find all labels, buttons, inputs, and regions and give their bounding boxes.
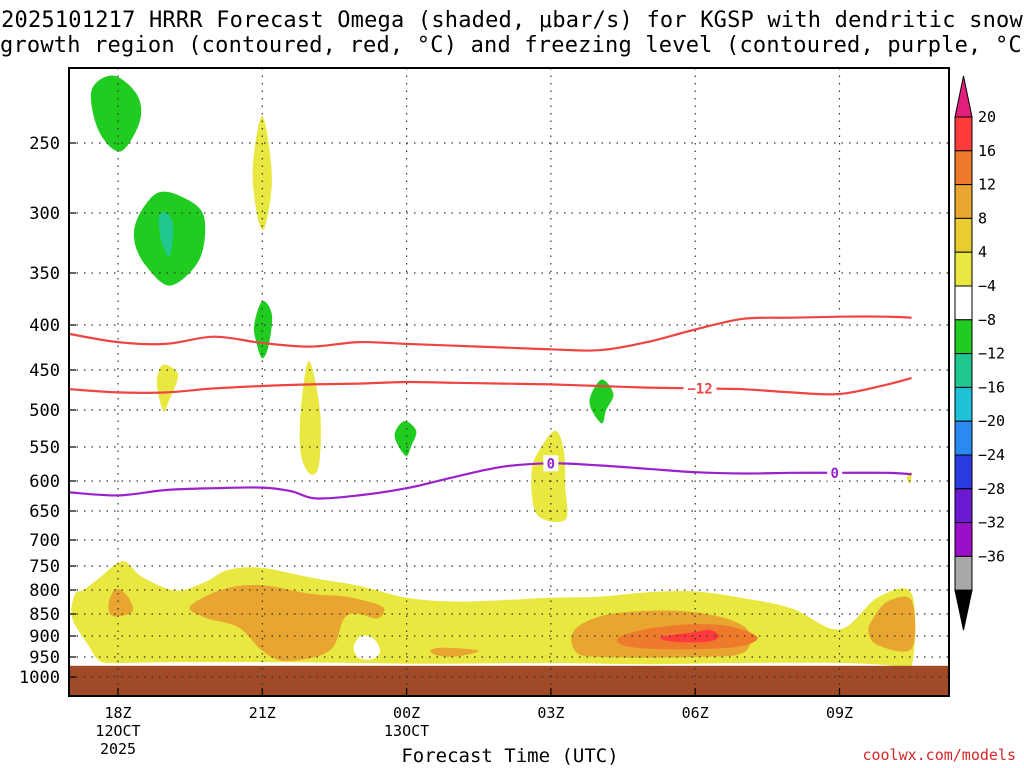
x-tick-year-18Z: 2025 xyxy=(100,740,136,758)
colorbar-swatch-7 xyxy=(954,353,973,388)
omega-region-green-470 xyxy=(589,379,614,424)
colorbar-label-10: −24 xyxy=(978,446,1005,464)
y-tick-label-650: 650 xyxy=(29,502,60,522)
omega-region-yellow-500 xyxy=(299,360,321,475)
omega-region-white-hole-910 xyxy=(353,635,381,660)
colorbar-swatch-12 xyxy=(954,522,973,557)
colorbar-swatch-3 xyxy=(954,217,973,253)
x-tick-label-03Z: 03Z xyxy=(537,704,564,722)
surface-layer xyxy=(69,665,949,696)
colorbar-swatch-2 xyxy=(954,184,973,219)
ground-surface xyxy=(69,665,949,696)
colorbar-swatch-1 xyxy=(954,150,973,186)
y-tick-label-1000: 1000 xyxy=(19,668,60,688)
x-tick-label-06Z: 06Z xyxy=(682,704,709,722)
y-tick-label-850: 850 xyxy=(29,605,60,625)
x-tick-label-00Z: 00Z xyxy=(393,704,420,722)
omega-region-orange-925 xyxy=(430,647,479,657)
colorbar-swatch-10 xyxy=(954,454,973,490)
colorbar-swatch-6 xyxy=(954,319,973,355)
x-tick-label-21Z: 21Z xyxy=(249,704,276,722)
y-tick-label-950: 950 xyxy=(29,648,60,668)
omega-region-yellow-460 xyxy=(156,364,179,412)
colorbar-label-7: −12 xyxy=(978,345,1005,363)
x-axis-title: Forecast Time (UTC) xyxy=(401,745,619,767)
omega-region-orange-825 xyxy=(189,584,385,661)
y-tick-label-550: 550 xyxy=(29,438,60,458)
colorbar-swatch-4 xyxy=(954,251,973,287)
colorbar-swatch-11 xyxy=(954,488,973,524)
colorbar-label-0: 20 xyxy=(978,108,996,126)
y-axis: 2503003504004505005506006507007508008509… xyxy=(19,134,76,688)
omega-region-red-900 xyxy=(659,629,720,643)
x-tick-date-00Z: 13OCT xyxy=(384,722,429,740)
plot-frame xyxy=(68,67,950,697)
chart-title-line2: growth region (contoured, red, °C) and f… xyxy=(0,33,1024,58)
y-tick-label-600: 600 xyxy=(29,472,60,492)
colorbar-top-arrow xyxy=(954,75,973,118)
colorbar-swatch-5 xyxy=(954,285,973,321)
colorbar-label-5: −4 xyxy=(978,277,996,295)
y-tick-label-250: 250 xyxy=(29,134,60,154)
y-tick-label-750: 750 xyxy=(29,557,60,577)
colorbar-swatch-0 xyxy=(954,116,973,152)
omega-region-green-250 xyxy=(90,75,142,152)
contour-label-bg-dgz-bottom-0 xyxy=(683,380,717,397)
colorbar-label-1: 16 xyxy=(978,142,996,160)
y-tick-label-700: 700 xyxy=(29,531,60,551)
omega-region-yellow-600 xyxy=(531,430,568,522)
contour-label-freezing-level-0: 0 xyxy=(547,456,555,472)
x-tick-label-09Z: 09Z xyxy=(826,704,853,722)
contour-dgz-bottom xyxy=(69,376,912,396)
colorbar-label-2: 12 xyxy=(978,176,996,194)
y-tick-label-400: 400 xyxy=(29,316,60,336)
colorbar-label-9: −20 xyxy=(978,412,1005,430)
contour-dgz-top xyxy=(69,315,912,352)
y-tick-label-900: 900 xyxy=(29,627,60,647)
colorbar-swatch-9 xyxy=(954,420,973,456)
omega-shading-layer xyxy=(71,75,916,671)
omega-region-orange-800 xyxy=(108,588,134,617)
colorbar: 20 16 12 8 4 −4 −8 −12 −16 −20 −24 −28 −32 −36 xyxy=(954,75,1005,631)
contour-label-bg-freezing-level-1 xyxy=(827,464,843,481)
colorbar-label-6: −8 xyxy=(978,311,996,329)
colorbar-label-3: 8 xyxy=(978,209,987,227)
omega-region-cyan-315 xyxy=(158,212,174,257)
y-tick-label-800: 800 xyxy=(29,581,60,601)
contour-label-dgz-bottom-0: −12 xyxy=(687,381,712,397)
x-tick-label-18Z: 18Z xyxy=(104,704,131,722)
y-tick-label-350: 350 xyxy=(29,264,60,284)
site-credit: coolwx.com/models xyxy=(862,746,1016,764)
chart-title-line1: 2025101217 HRRR Forecast Omega (shaded, … xyxy=(1,8,1023,33)
colorbar-label-12: −32 xyxy=(978,514,1005,532)
omega-region-yellow-280 xyxy=(252,115,272,230)
colorbar-label-8: −16 xyxy=(978,378,1005,396)
omega-region-orange-860 xyxy=(868,596,916,652)
contour-layer: −12 0 0 xyxy=(69,315,912,500)
colorbar-swatch-8 xyxy=(954,386,973,422)
contour-freezing-level xyxy=(69,462,912,500)
colorbar-label-13: −36 xyxy=(978,547,1005,565)
contour-label-bg-freezing-level-0 xyxy=(543,455,559,472)
colorbar-label-4: 4 xyxy=(978,243,987,261)
y-tick-label-450: 450 xyxy=(29,361,60,381)
contour-label-freezing-level-1: 0 xyxy=(830,466,838,482)
colorbar-label-11: −28 xyxy=(978,480,1005,498)
x-tick-date-18Z: 12OCT xyxy=(95,722,140,740)
y-tick-label-300: 300 xyxy=(29,204,60,224)
colorbar-bottom-arrow xyxy=(954,589,973,631)
y-tick-label-500: 500 xyxy=(29,401,60,421)
colorbar-swatch-13 xyxy=(954,555,973,591)
